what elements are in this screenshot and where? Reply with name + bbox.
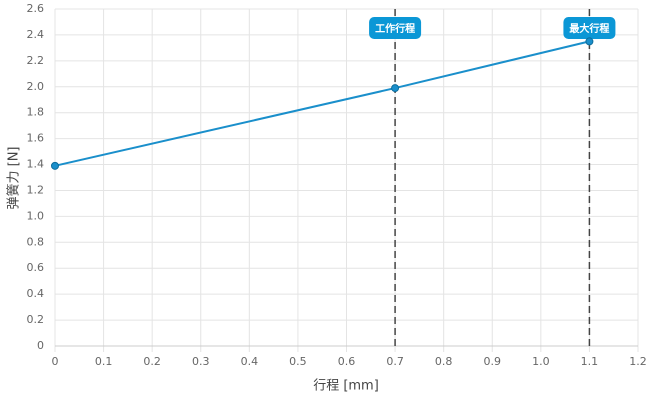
x-tick-label: 1.2: [629, 355, 647, 368]
x-tick-label: 1.0: [532, 355, 550, 368]
y-tick-label: 1.0: [27, 209, 45, 222]
x-tick-label: 0.1: [95, 355, 113, 368]
series-line: [54, 40, 590, 167]
x-tick-label: 0.2: [143, 355, 161, 368]
y-tick-label: 1.8: [27, 106, 45, 119]
x-tick-label: 0: [52, 355, 59, 368]
x-tick-label: 0.7: [386, 355, 404, 368]
y-tick-label: 1.2: [27, 183, 45, 196]
y-tick-label: 2.2: [27, 54, 45, 67]
y-tick-label: 2.0: [27, 80, 45, 93]
point: [51, 161, 59, 170]
y-tick-label: 2.6: [27, 2, 45, 15]
marker-label-box: [563, 17, 616, 39]
y-tick-label: 0.8: [27, 235, 45, 248]
y-tick-label: 0.6: [27, 261, 45, 274]
marker-label-box: [369, 17, 422, 39]
marker-label: 工作行程: [375, 22, 415, 35]
point: [391, 84, 400, 93]
y-tick-label: 0: [37, 339, 44, 352]
x-tick-label: 1.1: [581, 355, 599, 368]
y-tick-label: 1.6: [27, 132, 45, 145]
x-tick-label: 0.6: [338, 355, 356, 368]
marker-label: 最大行程: [569, 22, 609, 35]
x-tick-label: 0.8: [435, 355, 453, 368]
y-tick-label: 1.4: [27, 158, 45, 171]
x-tick-label: 0.3: [192, 355, 210, 368]
y-tick-label: 2.4: [27, 28, 45, 41]
y-tick-label: 0.4: [27, 287, 45, 300]
y-axis-title: 弹簧力 [N]: [6, 146, 22, 209]
y-tick-label: 0.2: [27, 313, 45, 326]
x-tick-label: 0.9: [484, 355, 502, 368]
x-axis-title: 行程 [mm]: [313, 379, 379, 394]
point: [585, 37, 594, 46]
x-tick-label: 0.5: [289, 355, 307, 368]
x-tick-label: 0.4: [241, 355, 259, 368]
